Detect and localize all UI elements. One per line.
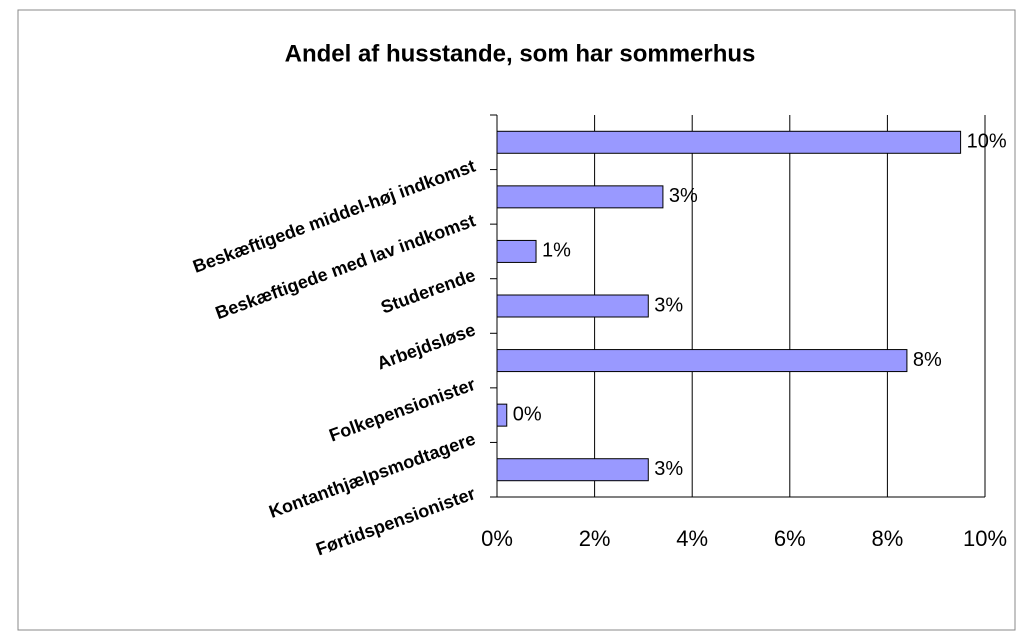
bar <box>496 239 537 263</box>
data-label: 1% <box>542 240 571 262</box>
chart-border <box>17 9 1016 631</box>
bar <box>496 130 962 154</box>
bar <box>496 294 649 318</box>
x-tick-label: 4% <box>676 526 708 551</box>
bar <box>496 403 508 427</box>
x-tick-label: 6% <box>774 526 806 551</box>
data-label: 3% <box>654 458 683 480</box>
bar <box>496 458 649 482</box>
data-label: 8% <box>913 349 942 371</box>
data-label: 10% <box>967 131 1007 153</box>
x-tick-label: 8% <box>872 526 904 551</box>
data-label: 0% <box>513 403 542 425</box>
data-label: 3% <box>654 294 683 316</box>
x-tick-label: 2% <box>579 526 611 551</box>
x-tick-label: 0% <box>481 526 513 551</box>
bar <box>496 185 664 209</box>
chart-title: Andel af husstande, som har sommerhus <box>285 40 756 67</box>
data-label: 3% <box>669 185 698 207</box>
x-tick-label: 10% <box>963 526 1007 551</box>
bar <box>496 349 908 373</box>
